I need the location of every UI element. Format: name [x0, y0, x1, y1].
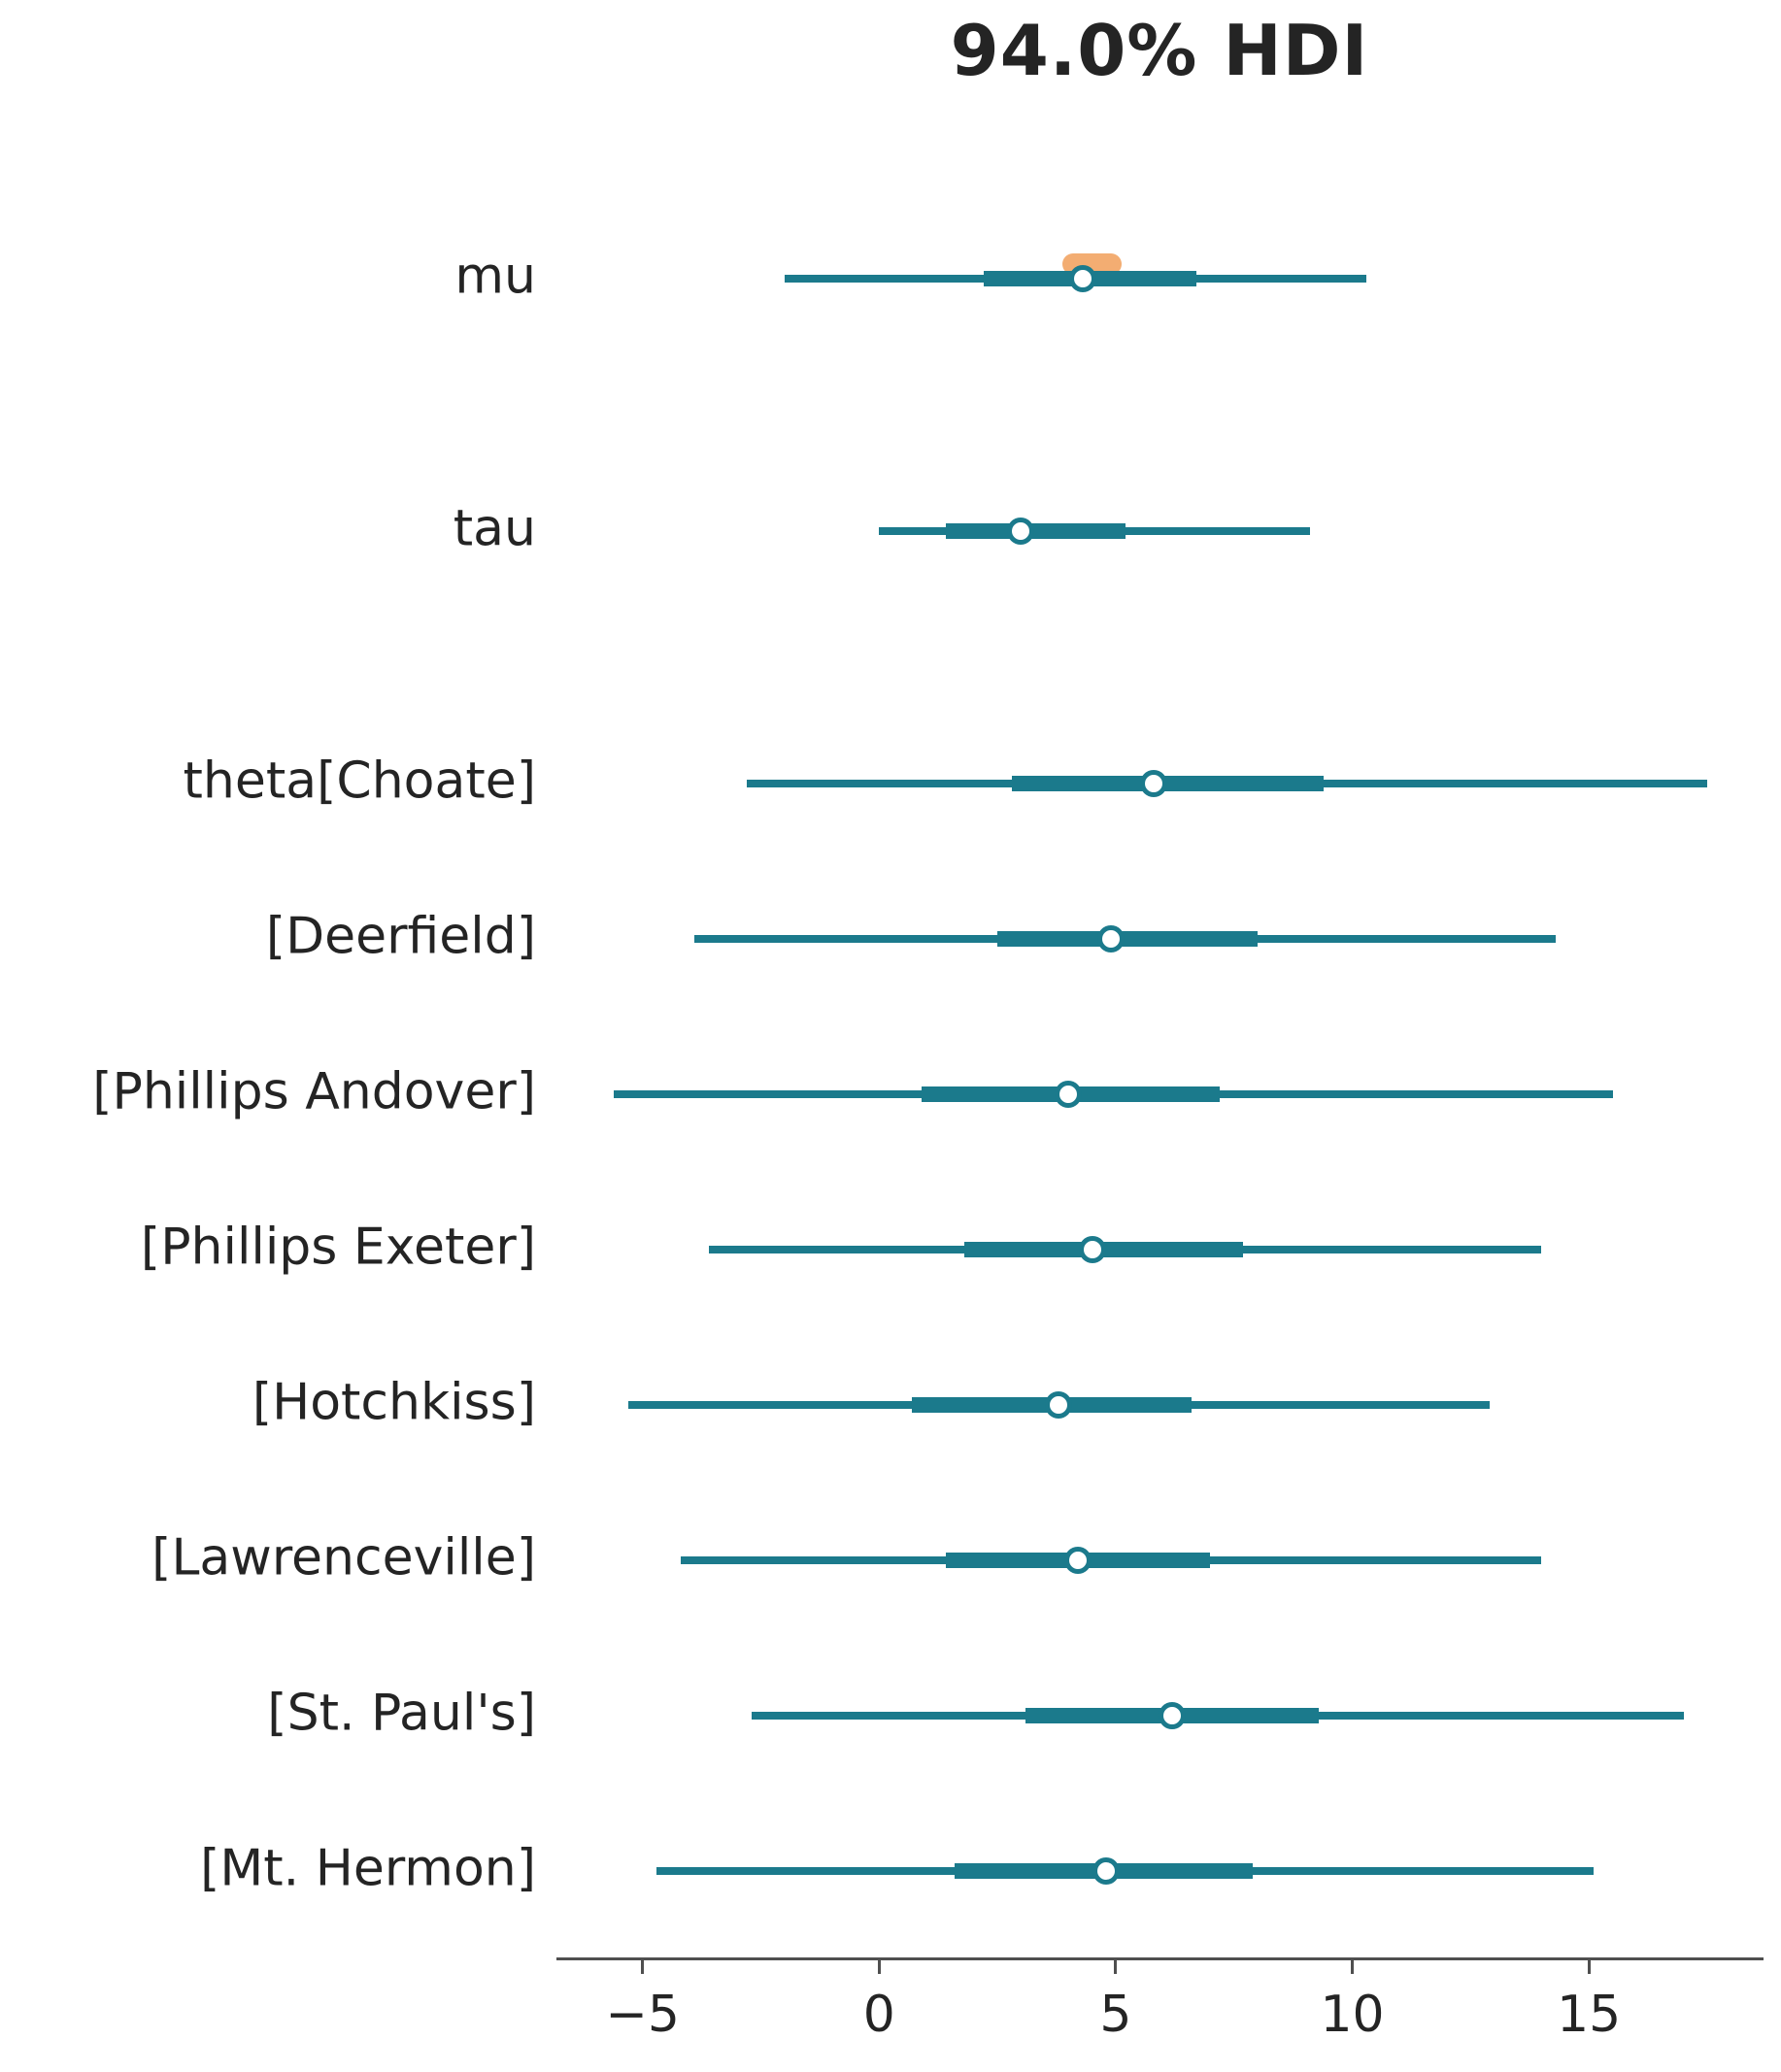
row-label: [Mt. Hermon] — [200, 1839, 536, 1898]
x-tick — [641, 1958, 645, 1974]
x-tick-label: 10 — [1320, 1986, 1385, 2044]
row-label: [Lawrenceville] — [151, 1528, 536, 1587]
iqr-line — [945, 523, 1126, 539]
x-tick — [1351, 1958, 1355, 1974]
row-label: [St. Paul's] — [267, 1684, 536, 1743]
x-tick-label: 5 — [1099, 1986, 1132, 2044]
row-label: [Phillips Exeter] — [140, 1218, 536, 1277]
x-tick — [1114, 1958, 1118, 1974]
median-marker — [1097, 925, 1126, 952]
x-tick-label: 15 — [1557, 1986, 1622, 2044]
row-label: tau — [453, 499, 536, 558]
iqr-line — [1011, 776, 1325, 791]
row-label: [Phillips Andover] — [92, 1062, 536, 1121]
x-axis-line — [555, 1956, 1764, 1960]
x-tick-label: −5 — [605, 1986, 681, 2044]
x-tick — [1587, 1958, 1591, 1974]
row-label: [Hotchkiss] — [252, 1373, 536, 1432]
median-marker — [1007, 518, 1035, 545]
median-marker — [1159, 1702, 1187, 1729]
median-marker — [1092, 1857, 1121, 1885]
row-label: [Deerfield] — [265, 907, 536, 966]
median-marker — [1063, 1547, 1092, 1574]
x-tick-label: 0 — [862, 1986, 895, 2044]
median-marker — [1078, 1236, 1106, 1263]
iqr-line — [997, 931, 1259, 947]
x-tick — [877, 1958, 881, 1974]
row-label: mu — [454, 247, 536, 306]
median-marker — [1055, 1081, 1083, 1108]
median-marker — [1068, 265, 1096, 292]
median-marker — [1045, 1391, 1073, 1419]
row-label: theta[Choate] — [183, 752, 537, 811]
median-marker — [1139, 770, 1167, 797]
plot-title: 94.0% HDI — [950, 10, 1369, 91]
